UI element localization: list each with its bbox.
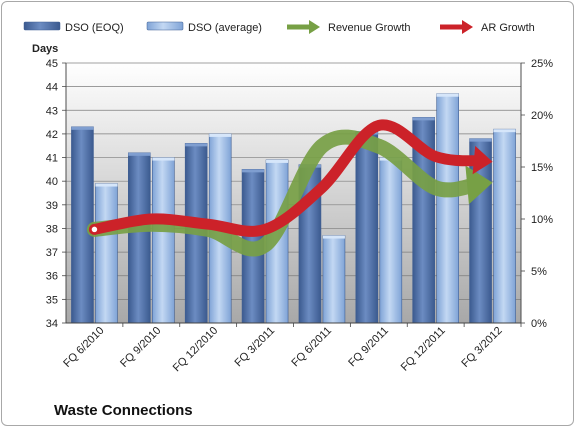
legend-arrowhead	[309, 20, 320, 34]
bar-top-cap	[412, 117, 435, 121]
y-left-tick-label: 44	[46, 82, 58, 94]
bar-dso-average-	[493, 128, 516, 324]
x-tick-label: FQ 12/2010	[171, 325, 221, 375]
y-left-tick-label: 35	[46, 294, 58, 306]
x-tick-label: FQ 6/2010	[61, 325, 106, 370]
x-tick-label: FQ 3/2012	[459, 325, 504, 370]
bar-dso-average-	[379, 157, 403, 324]
bar-top-cap	[469, 138, 492, 142]
y-left-tick-label: 34	[46, 318, 58, 330]
x-tick-label: FQ 9/2010	[118, 325, 163, 370]
y-left-tick-label: 40	[46, 176, 58, 188]
y-right-tick-label: 25%	[531, 58, 553, 70]
y-left-tick-label: 39	[46, 200, 58, 212]
y-left-tick-label: 43	[46, 105, 58, 117]
legend-swatch-dso-average-	[146, 21, 184, 31]
bar-top-cap	[493, 129, 516, 133]
x-tick-label: FQ 12/2011	[399, 325, 448, 374]
bar-top-cap	[95, 183, 118, 187]
bar-top-cap	[266, 159, 289, 163]
bar-top-cap	[209, 133, 232, 137]
bar-dso-average-	[152, 157, 175, 324]
bar-top-cap	[152, 157, 175, 161]
line-series	[86, 119, 493, 257]
legend-swatch-dso-eoq-	[23, 21, 61, 31]
y-left-tick-label: 41	[46, 153, 58, 165]
legend-label: DSO (EOQ)	[65, 22, 124, 34]
bar-top-cap	[185, 143, 208, 147]
bar-dso-average-	[322, 235, 346, 324]
bar-top-cap	[436, 93, 459, 97]
legend-arrowhead	[462, 20, 473, 34]
legend: DSO (EOQ) DSO (average) Revenue Growth AR G…	[23, 20, 535, 34]
y-left-tick-label: 37	[46, 247, 58, 259]
bar-dso-average-	[95, 183, 118, 324]
y-right-tick-label: 0%	[531, 318, 547, 330]
arrowhead	[465, 165, 493, 205]
arrowhead	[472, 145, 493, 175]
legend-label: AR Growth	[481, 22, 535, 34]
bar-top-cap	[128, 152, 151, 156]
line-ar-growth	[88, 119, 489, 237]
bar-top-cap	[71, 126, 94, 130]
x-tick-label: FQ 9/2011	[346, 325, 391, 370]
y-right-tick-label: 5%	[531, 266, 547, 278]
legend-label: Revenue Growth	[328, 22, 411, 34]
y-left-axis-title: Days	[32, 43, 58, 55]
bar-dso-average-	[436, 93, 459, 324]
y-left-tick-label: 36	[46, 271, 58, 283]
bar-top-cap	[242, 169, 265, 173]
bar-top-cap	[322, 235, 345, 239]
x-tick-label: FQ 6/2011	[289, 325, 334, 370]
y-left-tick-label: 45	[46, 58, 58, 70]
company-name: Waste Connections	[54, 402, 193, 419]
y-left-tick-label: 38	[46, 223, 58, 235]
bar-dso-eoq-	[128, 152, 151, 324]
line-start-marker	[90, 225, 99, 234]
y-right-tick-label: 20%	[531, 110, 553, 122]
y-right-tick-label: 10%	[531, 214, 553, 226]
legend-label: DSO (average)	[188, 22, 262, 34]
x-tick-label: FQ 3/2011	[233, 325, 278, 370]
y-left-tick-label: 42	[46, 129, 58, 141]
y-right-tick-label: 15%	[531, 162, 553, 174]
bar-dso-eoq-	[355, 131, 379, 324]
